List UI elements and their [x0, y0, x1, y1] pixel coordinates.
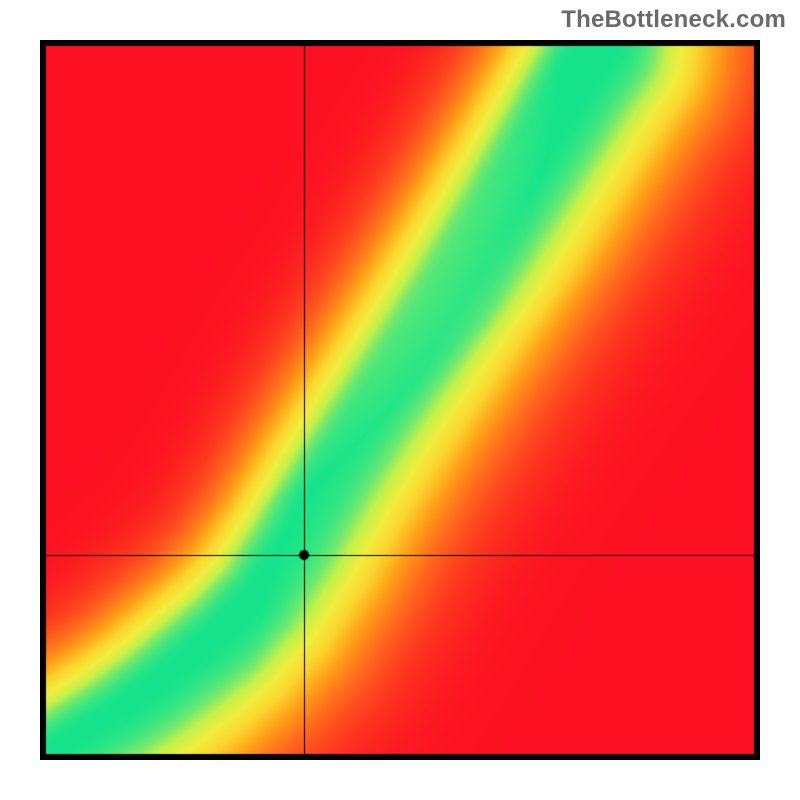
- watermark-text: TheBottleneck.com: [561, 6, 786, 34]
- heatmap-canvas: [40, 40, 760, 760]
- heatmap-plot: [40, 40, 760, 760]
- chart-container: TheBottleneck.com: [0, 0, 800, 800]
